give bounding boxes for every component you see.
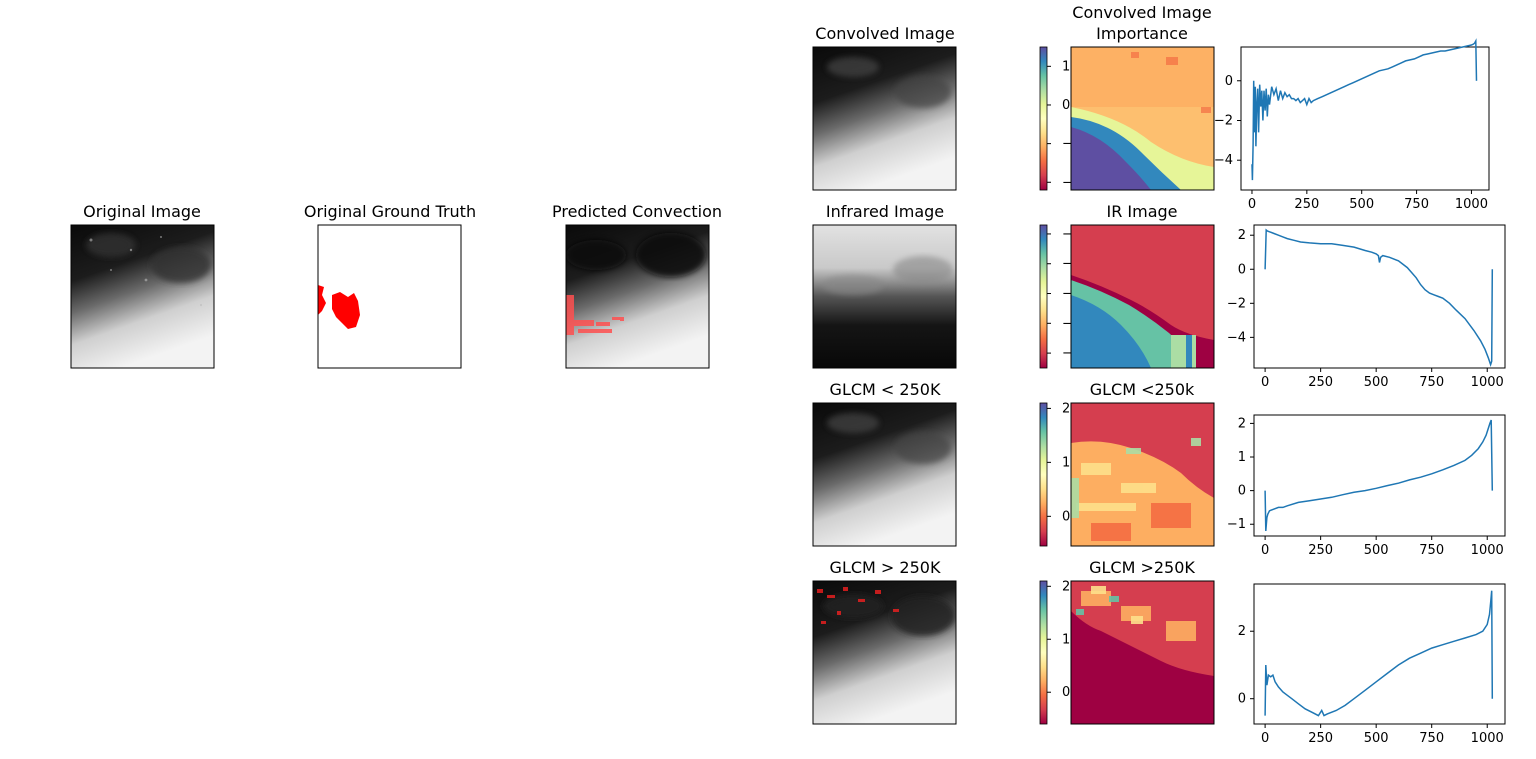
- glcm-gt-importance-map: [1070, 580, 1215, 725]
- line-chart-convolved: 0 250 500 750 1000 −4 −2 0: [1214, 38, 1490, 212]
- ground-truth-panel: [317, 224, 462, 369]
- title-original-image: Original Image: [83, 202, 201, 221]
- predicted-convection-overlay: [566, 295, 624, 335]
- line-glcm-gt-xtick-label: 750: [1419, 731, 1444, 746]
- line-chart-ir: 0 250 500 750 1000 −4 −2 0 2: [1227, 224, 1506, 390]
- line-chart-glcm-gt: 0 250 500 750 1000 0 2: [1238, 583, 1506, 746]
- line-ir-ytick-label: −4: [1227, 330, 1246, 345]
- line-glcm-gt-ytick-label: 0: [1238, 692, 1246, 707]
- line-ir-xtick-label: 500: [1364, 375, 1389, 390]
- line-ir-xtick-label: 0: [1261, 375, 1269, 390]
- title-glcm-lt-importance: GLCM <250k: [1090, 380, 1195, 399]
- colorbar-glcm-gt: 0 1 2: [1039, 579, 1070, 725]
- glcm-gt-image-panel: [812, 580, 957, 725]
- title-convolved-importance-line2: Importance: [1096, 24, 1188, 43]
- series-line-glcm-lt: [1264, 419, 1494, 532]
- line-glcm-gt-xtick-label: 500: [1364, 731, 1389, 746]
- line-chart-glcm-gt-frame: [1253, 583, 1506, 725]
- line-convolved-ytick-label: −4: [1214, 153, 1233, 168]
- line-ir-xtick-label: 250: [1308, 375, 1333, 390]
- line-glcm-gt-xtick-label: 250: [1308, 731, 1333, 746]
- line-chart-glcm-lt: 0 250 500 750 1000 −1 0 1 2: [1227, 414, 1506, 558]
- line-ir-ytick-label: 0: [1238, 262, 1246, 277]
- colorbar-convolved-tick-label: 1: [1062, 59, 1070, 74]
- line-glcm-gt-xtick-label: 0: [1261, 731, 1269, 746]
- line-glcm-gt-ytick-label: 2: [1238, 624, 1246, 639]
- colorbar-glcm-lt-tick-label: 0: [1062, 509, 1070, 524]
- line-glcm-lt-xtick-label: 750: [1419, 543, 1444, 558]
- line-convolved-ytick-label: −2: [1214, 113, 1233, 128]
- title-convolved-importance-line1: Convolved Image: [1072, 3, 1211, 22]
- line-glcm-lt-ytick-label: 0: [1238, 484, 1246, 499]
- line-glcm-lt-ytick-label: 2: [1238, 416, 1246, 431]
- original-image-panel: [70, 224, 215, 369]
- line-convolved-xtick-label: 250: [1294, 197, 1319, 212]
- colorbar-glcm-gt-tick-label: 2: [1062, 579, 1070, 594]
- line-glcm-lt-xtick-label: 250: [1308, 543, 1333, 558]
- title-infrared-image: Infrared Image: [826, 202, 944, 221]
- glcm-lt-importance-map: [1070, 402, 1215, 547]
- line-glcm-gt-xtick-label: 1000: [1471, 731, 1504, 746]
- title-glcm-gt-importance: GLCM >250K: [1089, 558, 1195, 577]
- line-convolved-xtick-label: 500: [1349, 197, 1374, 212]
- series-line-convolved: [1251, 38, 1478, 181]
- line-convolved-xtick-label: 1000: [1455, 197, 1488, 212]
- predicted-convection-panel: [565, 224, 710, 369]
- title-original-ground-truth: Original Ground Truth: [304, 202, 476, 221]
- line-glcm-lt-ytick-label: −1: [1227, 517, 1246, 532]
- line-glcm-lt-xtick-label: 1000: [1471, 543, 1504, 558]
- line-glcm-lt-xtick-label: 0: [1261, 543, 1269, 558]
- line-glcm-lt-ytick-label: 1: [1238, 450, 1246, 465]
- line-chart-convolved-frame: [1240, 46, 1490, 191]
- line-ir-ytick-label: −2: [1227, 296, 1246, 311]
- glcm-lt-image-panel: [812, 402, 957, 547]
- title-convolved-image: Convolved Image: [815, 24, 954, 43]
- title-glcm-lt-250k: GLCM < 250K: [830, 380, 941, 399]
- line-ir-ytick-label: 2: [1238, 228, 1246, 243]
- line-convolved-ytick-label: 0: [1225, 74, 1233, 89]
- convolved-importance-map: [1070, 46, 1215, 191]
- line-chart-glcm-lt-frame: [1253, 414, 1506, 537]
- title-glcm-gt-250k: GLCM > 250K: [830, 558, 941, 577]
- line-ir-xtick-label: 1000: [1471, 375, 1504, 390]
- title-ir-image: IR Image: [1106, 202, 1177, 221]
- colorbar-convolved-tick-label: 0: [1062, 98, 1070, 113]
- line-ir-xtick-label: 750: [1419, 375, 1444, 390]
- colorbar-glcm-lt-tick-label: 1: [1062, 455, 1070, 470]
- ir-importance-map: [1070, 224, 1215, 369]
- colorbar-glcm-lt: 0 1 2: [1039, 401, 1070, 547]
- convolved-image-panel: [812, 46, 957, 191]
- ground-truth-blob: [332, 292, 360, 329]
- colorbar-glcm-gt-tick-label: 1: [1062, 632, 1070, 647]
- line-convolved-xtick-label: 0: [1248, 197, 1256, 212]
- colorbar-glcm-lt-tick-label: 2: [1062, 401, 1070, 416]
- glcm-gt-overlay: [817, 587, 899, 624]
- ground-truth-edge: [318, 285, 326, 315]
- title-predicted-convection: Predicted Convection: [552, 202, 722, 221]
- infrared-image-panel: [812, 224, 957, 369]
- line-glcm-lt-xtick-label: 500: [1364, 543, 1389, 558]
- line-convolved-xtick-label: 750: [1404, 197, 1429, 212]
- colorbar-glcm-gt-tick-label: 0: [1062, 685, 1070, 700]
- series-line-glcm-gt: [1264, 590, 1494, 717]
- series-line-ir: [1264, 228, 1494, 367]
- line-chart-ir-frame: [1253, 224, 1506, 369]
